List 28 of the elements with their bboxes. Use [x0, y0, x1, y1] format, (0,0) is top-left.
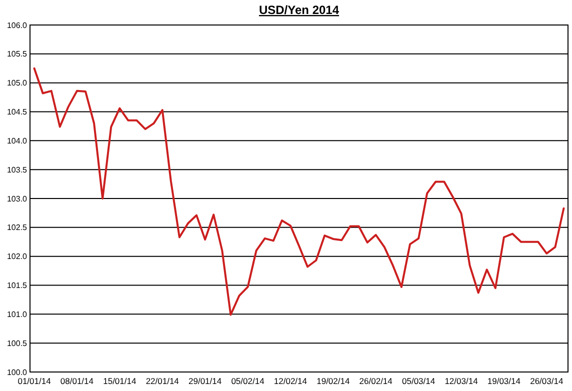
y-tick-label: 106.0: [6, 20, 28, 30]
x-tick-label: 05/03/14: [402, 376, 436, 386]
x-tick-label: 08/01/14: [60, 376, 94, 386]
x-tick-label: 12/02/14: [274, 376, 308, 386]
x-tick-label: 19/02/14: [316, 376, 350, 386]
y-tick-label: 100.0: [6, 368, 28, 377]
chart-title: USD/Yen 2014: [258, 3, 340, 17]
y-tick-label: 104.0: [6, 136, 28, 146]
line-series: [33, 67, 565, 316]
y-tick-label: 101.0: [6, 310, 28, 319]
x-tick-label: 15/01/14: [103, 376, 136, 386]
y-tick-label: 102.0: [6, 252, 28, 262]
y-tick-label: 103.0: [6, 194, 28, 204]
y-tick-label: 104.5: [6, 108, 28, 117]
y-tick-label: 101.5: [6, 281, 28, 290]
x-tick-label: 29/01/14: [188, 376, 222, 386]
x-tick-label: 05/02/14: [231, 376, 265, 386]
y-tick-label: 105.0: [6, 78, 28, 88]
x-tick-label: 12/03/14: [444, 376, 478, 386]
x-tick-label: 19/03/14: [487, 376, 521, 386]
y-tick-label: 103.5: [6, 165, 28, 174]
y-tick-label: 102.5: [6, 223, 28, 232]
x-tick-label: 22/01/14: [146, 376, 180, 386]
x-tick-label: 01/01/14: [18, 376, 52, 386]
x-tick-label: 26/02/14: [359, 376, 393, 386]
y-tick-label: 100.5: [6, 338, 28, 348]
x-tick-label: 26/03/14: [530, 376, 564, 386]
y-tick-label: 105.5: [6, 50, 28, 59]
